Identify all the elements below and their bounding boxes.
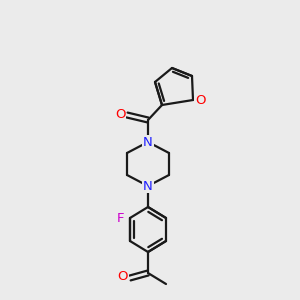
Text: N: N (143, 136, 153, 148)
Text: O: O (195, 94, 205, 106)
Text: F: F (117, 212, 125, 224)
Text: O: O (115, 109, 125, 122)
Text: N: N (143, 179, 153, 193)
Text: O: O (118, 269, 128, 283)
